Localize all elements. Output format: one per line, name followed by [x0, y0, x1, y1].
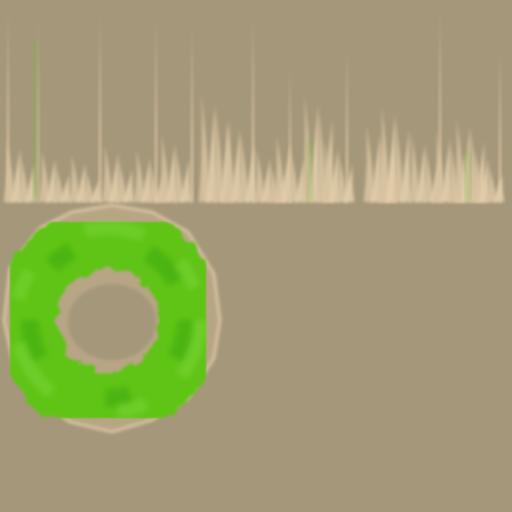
moss-ring-light-patch: [9, 221, 207, 419]
grass-blade: [52, 166, 65, 202]
grass-blade: [133, 150, 146, 202]
grass-blade: [280, 143, 293, 202]
grass-blade: [158, 135, 171, 202]
grass-blade: [433, 130, 446, 202]
grass-blade: [223, 120, 236, 202]
grass-spike: [190, 24, 194, 202]
grass-blade: [3, 140, 16, 202]
grass-spike: [98, 14, 102, 202]
grass-blade: [75, 163, 88, 202]
grass-blade: [370, 133, 383, 202]
grass-blade: [273, 135, 286, 202]
grass-blade: [45, 158, 58, 202]
grass-blade: [68, 155, 81, 202]
grass-blade: [147, 166, 160, 202]
grass-blade: [101, 145, 114, 202]
grass-blade: [335, 156, 348, 202]
grass-blade: [172, 151, 185, 202]
grass-blade: [165, 143, 178, 202]
grass-blade: [453, 118, 466, 202]
grass-blade: [17, 156, 30, 202]
grass-blade: [244, 144, 257, 202]
grass-blade: [392, 121, 405, 202]
grass-blade: [328, 148, 341, 202]
moss-ring-texture: [0, 203, 222, 434]
grass-blade: [198, 95, 211, 202]
grass-blade: [478, 158, 491, 202]
grass-blade: [492, 174, 505, 202]
grass-blade: [378, 105, 391, 202]
grass-spike: [154, 18, 158, 202]
grass-blade: [230, 128, 243, 202]
grass-blade: [422, 151, 435, 202]
grass-blade: [140, 158, 153, 202]
grass-blade: [253, 150, 266, 202]
grass-blade: [363, 125, 376, 202]
grass-spike: [345, 50, 349, 202]
grass-blade: [385, 113, 398, 202]
grass-blade: [82, 171, 95, 202]
grass-green-tint: [465, 150, 471, 202]
moss-ring-dark-patch: [21, 233, 195, 407]
grass-blade: [321, 140, 334, 202]
grass-green-tint: [307, 140, 313, 202]
grass-blade: [287, 151, 300, 202]
grass-blade: [471, 150, 484, 202]
grass-blade: [485, 166, 498, 202]
grass-blade: [59, 174, 72, 202]
grass-blade: [10, 148, 23, 202]
grass-blade: [399, 129, 412, 202]
grass-blade: [108, 153, 121, 202]
grass-blade: [260, 158, 273, 202]
grass-blade: [415, 143, 428, 202]
grass-spike: [498, 50, 502, 202]
grass-blade: [408, 135, 421, 202]
grass-blade: [122, 169, 135, 202]
moss-ring-center-hole: [68, 284, 156, 360]
grass-blade: [440, 138, 453, 202]
grass-blade: [89, 179, 102, 202]
grass-blade: [179, 159, 192, 202]
grass-blade: [212, 111, 225, 202]
grass-blade: [342, 164, 355, 202]
grass-blade: [38, 150, 51, 202]
grass-blade: [237, 136, 250, 202]
grass-blades-strip: [3, 8, 505, 202]
grass-blade: [205, 103, 218, 202]
grass-blade: [115, 161, 128, 202]
grass-green-tint: [33, 40, 39, 202]
